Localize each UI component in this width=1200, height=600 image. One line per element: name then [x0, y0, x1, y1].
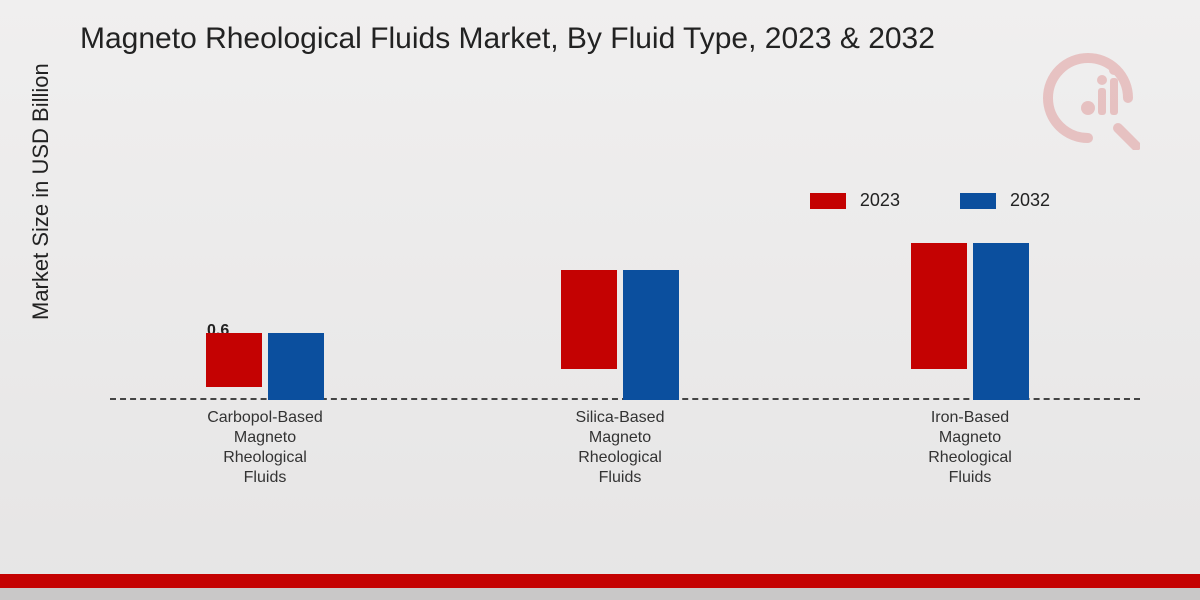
footer-grey-bar — [0, 588, 1200, 600]
bar-group — [880, 243, 1060, 401]
plot-area: 0.6 — [110, 130, 1140, 400]
bar-2032 — [623, 270, 679, 401]
y-axis-label: Market Size in USD Billion — [28, 63, 54, 320]
bar-2023 — [911, 243, 967, 369]
bar-group — [530, 270, 710, 401]
chart-container: Magneto Rheological Fluids Market, By Fl… — [0, 0, 1200, 600]
chart-title: Magneto Rheological Fluids Market, By Fl… — [80, 22, 935, 56]
category-label: Iron-BasedMagnetoRheologicalFluids — [880, 408, 1060, 488]
footer-accent-bar — [0, 574, 1200, 588]
bar-2023 — [561, 270, 617, 369]
bar-2023 — [206, 333, 262, 387]
bar-2032 — [268, 333, 324, 401]
bar-2032 — [973, 243, 1029, 401]
category-label: Silica-BasedMagnetoRheologicalFluids — [530, 408, 710, 488]
bar-group — [175, 333, 355, 401]
category-label: Carbopol-BasedMagnetoRheologicalFluids — [175, 408, 355, 488]
